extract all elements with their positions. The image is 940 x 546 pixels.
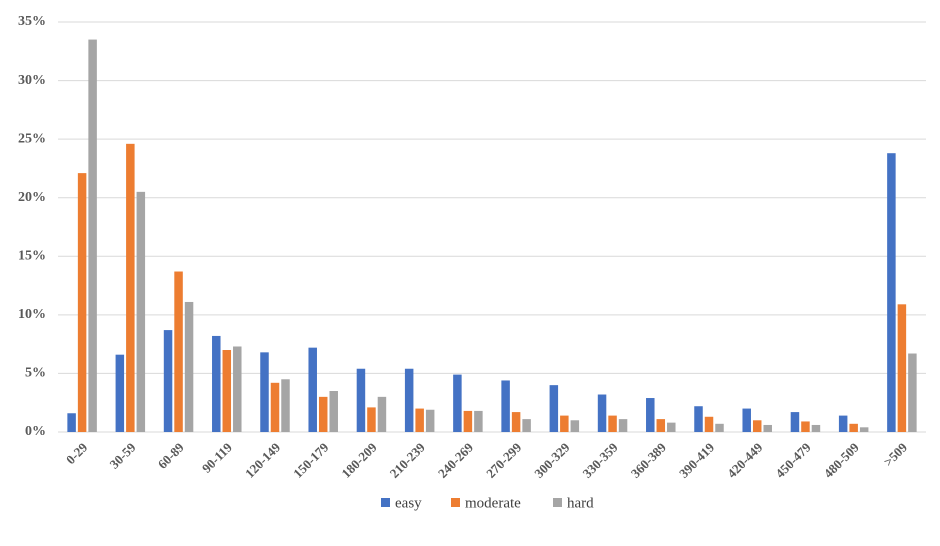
x-tick-label: 240-269 bbox=[435, 439, 477, 481]
y-tick-label: 0% bbox=[25, 424, 46, 439]
x-tick-label: 120-149 bbox=[242, 439, 284, 481]
x-tick-label: 360-389 bbox=[628, 439, 670, 481]
x-tick-label: 480-509 bbox=[821, 439, 863, 481]
bar bbox=[560, 415, 569, 432]
bar bbox=[463, 410, 473, 432]
bar bbox=[308, 347, 317, 432]
x-tick-label: 180-209 bbox=[338, 439, 380, 481]
bar bbox=[281, 379, 290, 432]
x-tick-label: 0-29 bbox=[63, 439, 91, 467]
bar bbox=[715, 423, 724, 432]
bar bbox=[742, 408, 751, 432]
bar bbox=[646, 398, 655, 432]
bar bbox=[453, 374, 462, 432]
bar bbox=[694, 406, 703, 432]
x-tick-label: 60-89 bbox=[155, 439, 187, 471]
y-tick-label: 35% bbox=[18, 14, 46, 29]
x-tick-label: 90-119 bbox=[199, 439, 235, 475]
bar bbox=[318, 396, 328, 432]
bar bbox=[377, 396, 387, 432]
x-tick-label: 330-359 bbox=[580, 439, 622, 481]
bar bbox=[511, 412, 521, 432]
bar bbox=[270, 382, 280, 432]
legend-swatch bbox=[451, 498, 460, 507]
bar bbox=[174, 271, 183, 432]
bar bbox=[425, 409, 435, 432]
x-tick-label: 300-329 bbox=[531, 439, 573, 481]
legend-label: moderate bbox=[465, 495, 521, 511]
x-tick-label: 450-479 bbox=[772, 439, 814, 481]
bar bbox=[859, 427, 869, 432]
bar bbox=[597, 394, 607, 432]
bar bbox=[222, 350, 232, 432]
legend-swatch bbox=[553, 498, 562, 507]
bar bbox=[163, 330, 173, 432]
bar bbox=[233, 346, 242, 432]
bar bbox=[570, 420, 580, 432]
bar bbox=[667, 422, 676, 432]
x-tick-label: 30-59 bbox=[107, 439, 139, 471]
bar bbox=[356, 368, 366, 432]
bar bbox=[88, 39, 97, 432]
bar bbox=[329, 391, 338, 432]
y-tick-label: 5% bbox=[25, 366, 46, 381]
x-tick-label: 150-179 bbox=[290, 439, 332, 481]
bar bbox=[474, 410, 483, 432]
y-tick-label: 20% bbox=[18, 190, 46, 205]
x-tick-label: 270-299 bbox=[483, 439, 525, 481]
bar bbox=[908, 353, 917, 432]
bar bbox=[849, 423, 858, 432]
bar bbox=[897, 304, 907, 432]
bar bbox=[790, 412, 800, 432]
bar bbox=[212, 335, 221, 432]
y-tick-label: 15% bbox=[18, 249, 46, 264]
bar bbox=[77, 173, 87, 432]
bar bbox=[752, 420, 762, 432]
bar bbox=[838, 415, 848, 432]
bar bbox=[501, 380, 510, 432]
x-tick-label: 390-419 bbox=[676, 439, 718, 481]
bar bbox=[608, 415, 617, 432]
y-tick-label: 10% bbox=[18, 307, 46, 322]
x-tick-label: 210-239 bbox=[387, 439, 429, 481]
x-tick-label: 420-449 bbox=[724, 439, 766, 481]
x-tick-label: >509 bbox=[880, 439, 910, 469]
bar bbox=[763, 424, 772, 432]
bar bbox=[126, 143, 135, 433]
bar bbox=[184, 301, 194, 432]
legend-swatch bbox=[381, 498, 390, 507]
bar bbox=[618, 419, 628, 432]
bar bbox=[704, 416, 714, 432]
bar bbox=[887, 153, 896, 432]
bar bbox=[367, 407, 376, 432]
bar bbox=[260, 352, 269, 432]
legend-label: easy bbox=[395, 495, 422, 511]
bar bbox=[136, 191, 146, 432]
bar bbox=[801, 421, 810, 432]
bar bbox=[811, 424, 821, 432]
y-tick-label: 30% bbox=[18, 73, 46, 88]
bar bbox=[549, 385, 559, 432]
legend-label: hard bbox=[567, 495, 594, 511]
bar bbox=[115, 354, 125, 432]
bar bbox=[522, 419, 531, 432]
bar bbox=[415, 408, 424, 432]
bar bbox=[404, 368, 414, 432]
bar bbox=[656, 419, 666, 432]
bar bbox=[67, 413, 76, 432]
y-tick-label: 25% bbox=[18, 131, 46, 146]
